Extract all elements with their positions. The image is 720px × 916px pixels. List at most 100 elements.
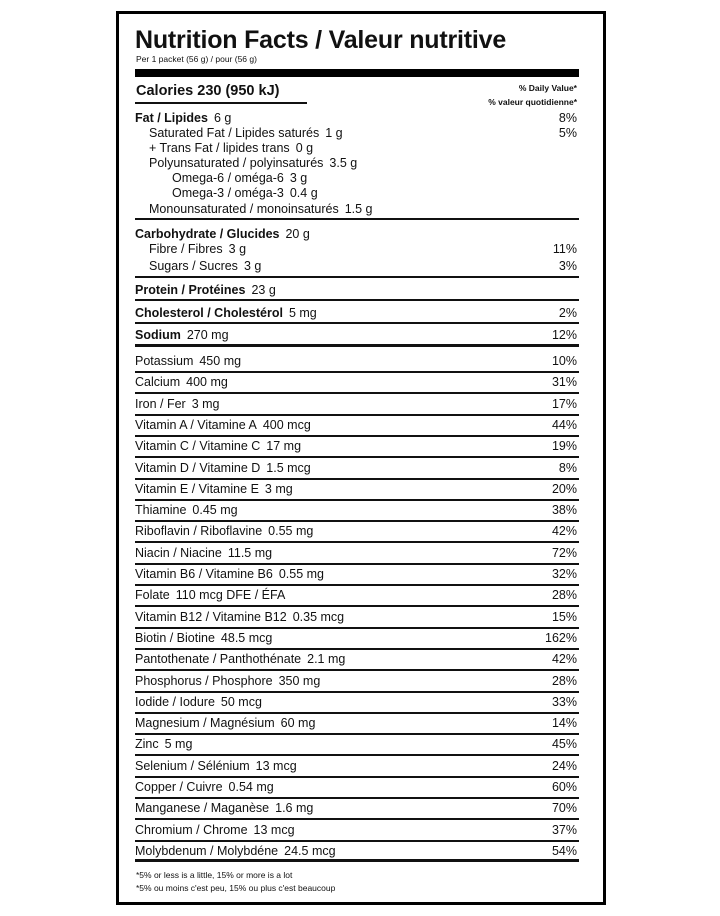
nutrient-label: Monounsaturated / monoinsaturés 1.5 g — [149, 202, 373, 217]
nutrient-row: Molybdenum / Molybdéne 24.5 mcg 54% — [135, 844, 577, 859]
nutrient-row: + Trans Fat / lipides trans 0 g — [135, 141, 577, 156]
nutrient-name: Vitamin B12 / Vitamine B12 — [135, 609, 287, 624]
nutrient-name: Omega-3 / oméga-3 — [172, 186, 284, 200]
daily-value-percent: 28% — [551, 588, 577, 603]
daily-value-percent: 8% — [558, 460, 577, 475]
nutrient-label: Thiamine 0.45 mg — [135, 503, 238, 518]
nutrient-amount: 3 mg — [191, 396, 220, 411]
nutrient-amount: 24.5 mcg — [284, 843, 336, 858]
divider — [135, 477, 579, 480]
nutrient-amount: 0.55 mg — [278, 567, 324, 581]
divider — [135, 344, 579, 347]
nutrient-label: Cholesterol / Cholestérol 5 mg — [135, 306, 317, 321]
divider — [135, 276, 579, 278]
divider — [135, 371, 579, 373]
nutrient-row: Iodide / Iodure 50 mcg 33% — [135, 695, 577, 710]
nutrient-row: Fibre / Fibres 3 g 11% — [135, 242, 577, 257]
nutrient-name: Iodide / Iodure — [135, 694, 215, 709]
nutrient-label: Iron / Fer 3 mg — [135, 397, 220, 412]
nutrient-amount: 0.35 mcg — [292, 609, 345, 624]
nutrient-name: Sugars / Sucres — [149, 259, 238, 273]
nutrient-amount: 1.5 g — [344, 202, 373, 216]
nutrient-row: Biotin / Biotine 48.5 mcg 162% — [135, 631, 577, 646]
nutrient-label: Vitamin B12 / Vitamine B12 0.35 mcg — [135, 610, 344, 625]
nutrient-row: Protein / Protéines 23 g — [135, 283, 577, 298]
nutrient-row: Pantothenate / Panthothénate 2.1 mg 42% — [135, 652, 577, 667]
nutrient-row: Vitamin D / Vitamine D 1.5 mcg 8% — [135, 461, 577, 476]
daily-value-percent: 12% — [551, 328, 577, 342]
nutrient-name: Pantothenate / Panthothénate — [135, 652, 302, 667]
nutrient-amount: 0.45 mg — [192, 503, 238, 518]
nutrient-label: Niacin / Niacine 11.5 mg — [135, 546, 272, 561]
daily-value-percent: 19% — [551, 439, 577, 454]
divider — [135, 711, 579, 714]
nutrient-name: Riboflavin / Riboflavine — [135, 524, 263, 539]
divider — [135, 669, 579, 672]
daily-value-percent: 3% — [558, 259, 577, 273]
nutrient-label: Sodium 270 mg — [135, 328, 229, 343]
nutrient-name: Selenium / Sélénium — [135, 758, 250, 773]
nutrient-row: Phosphorus / Phosphore 350 mg 28% — [135, 674, 577, 689]
nutrient-row: Magnesium / Magnésium 60 mg 14% — [135, 716, 577, 731]
divider — [135, 797, 579, 799]
daily-value-percent: 5% — [558, 126, 577, 140]
nutrient-name: Monounsaturated / monoinsaturés — [149, 202, 339, 216]
nutrient-amount: 450 mg — [199, 354, 242, 368]
nutrient-row: Iron / Fer 3 mg 17% — [135, 397, 577, 412]
nutrient-label: Phosphorus / Phosphore 350 mg — [135, 674, 320, 689]
nutrient-amount: 2.1 mg — [307, 652, 346, 667]
nutrient-name: Molybdenum / Molybdéne — [135, 843, 279, 858]
footnote-en: *5% or less is a little, 15% or more is … — [136, 870, 293, 880]
nutrient-amount: 23 g — [251, 283, 276, 297]
divider — [135, 218, 579, 220]
nutrient-amount: 400 mg — [186, 375, 228, 390]
nutrient-row: Niacin / Niacine 11.5 mg 72% — [135, 546, 577, 561]
nutrient-name: Saturated Fat / Lipides saturés — [149, 126, 320, 140]
daily-value-percent: 37% — [551, 822, 577, 837]
nutrient-name: Chromium / Chrome — [135, 822, 248, 837]
nutrient-amount: 60 mg — [280, 716, 316, 731]
nutrient-row: Calcium 400 mg 31% — [135, 375, 577, 390]
calories: Calories 230 (950 kJ) — [136, 83, 280, 99]
nutrient-amount: 5 mg — [164, 737, 193, 752]
nutrient-amount: 0 g — [295, 141, 314, 155]
divider — [135, 520, 579, 523]
divider — [135, 456, 579, 459]
nutrient-label: Carbohydrate / Glucides 20 g — [135, 227, 310, 242]
nutrient-name: Biotin / Biotine — [135, 630, 215, 645]
nutrient-row: Vitamin B12 / Vitamine B12 0.35 mcg 15% — [135, 610, 577, 625]
divider — [135, 605, 579, 608]
nutrient-row: Thiamine 0.45 mg 38% — [135, 503, 577, 518]
daily-value-percent: 72% — [551, 545, 577, 560]
nutrient-row: Sugars / Sucres 3 g 3% — [135, 259, 577, 274]
nutrient-amount: 350 mg — [278, 673, 321, 688]
daily-value-percent: 14% — [551, 716, 577, 731]
nutrient-label: Potassium 450 mg — [135, 354, 241, 369]
nutrient-row: Chromium / Chrome 13 mcg 37% — [135, 823, 577, 838]
nutrient-name: Vitamin B6 / Vitamine B6 — [135, 567, 273, 581]
nutrient-row: Omega-6 / oméga-6 3 g — [135, 171, 577, 186]
nutrient-name: Protein / Protéines — [135, 283, 246, 297]
nutrient-label: Omega-3 / oméga-3 0.4 g — [172, 186, 318, 201]
daily-value-percent: 54% — [551, 843, 577, 858]
nutrient-row: Monounsaturated / monoinsaturés 1.5 g — [135, 202, 577, 217]
divider — [135, 690, 579, 693]
daily-value-percent: 32% — [551, 567, 577, 581]
dv-header-fr: % valeur quotidienne* — [488, 97, 577, 107]
nutrient-name: Phosphorus / Phosphore — [135, 673, 273, 688]
daily-value-percent: 20% — [551, 481, 577, 496]
nutrient-label: Omega-6 / oméga-6 3 g — [172, 171, 307, 186]
nutrient-row: Folate 110 mcg DFE / ÉFA 28% — [135, 588, 577, 603]
divider — [135, 498, 579, 501]
thick-divider — [135, 69, 579, 77]
nutrient-amount: 17 mg — [266, 439, 302, 454]
nutrient-label: Zinc 5 mg — [135, 737, 192, 752]
daily-value-percent: 24% — [551, 758, 577, 773]
nutrient-name: Manganese / Maganèse — [135, 801, 270, 816]
nutrient-label: Protein / Protéines 23 g — [135, 283, 276, 298]
nutrition-facts-label: Nutrition Facts / Valeur nutritive Per 1… — [116, 11, 606, 905]
divider — [135, 584, 579, 586]
nutrient-name: + Trans Fat / lipides trans — [149, 141, 290, 155]
divider — [135, 541, 579, 544]
daily-value-percent: 10% — [551, 354, 577, 368]
